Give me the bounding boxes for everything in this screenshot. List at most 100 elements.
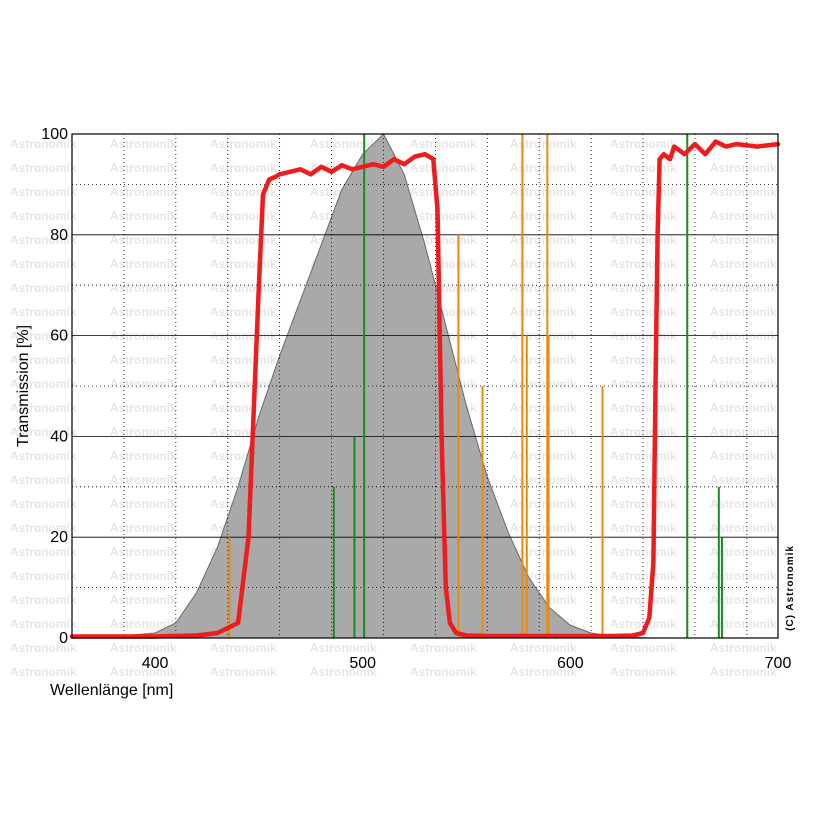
- watermark-text: Astronomik: [710, 233, 777, 247]
- watermark-text: Astronomik: [110, 185, 177, 199]
- watermark-text: Astronomik: [10, 497, 77, 511]
- watermark-text: Astronomik: [710, 617, 777, 631]
- watermark-text: Astronomik: [610, 377, 677, 391]
- watermark-text: Astronomik: [10, 425, 77, 439]
- watermark-text: Astronomik: [610, 161, 677, 175]
- watermark-text: Astronomik: [110, 401, 177, 415]
- watermark-text: Astronomik: [110, 281, 177, 295]
- watermark-text: Astronomik: [10, 377, 77, 391]
- watermark-text: Astronomik: [510, 521, 577, 535]
- watermark-text: Astronomik: [610, 569, 677, 583]
- watermark-text: Astronomik: [210, 665, 277, 679]
- watermark-text: Astronomik: [10, 209, 77, 223]
- watermark-text: Astronomik: [710, 401, 777, 415]
- watermark-text: Astronomik: [610, 593, 677, 607]
- watermark-text: Astronomik: [210, 257, 277, 271]
- watermark-text: Astronomik: [510, 449, 577, 463]
- watermark-text: Astronomik: [510, 305, 577, 319]
- watermark-text: Astronomik: [510, 161, 577, 175]
- spectral-lines-layer: [228, 134, 723, 638]
- watermark-text: Astronomik: [710, 161, 777, 175]
- watermark-text: Astronomik: [310, 665, 377, 679]
- watermark-text: Astronomik: [510, 377, 577, 391]
- watermark-text: Astronomik: [10, 617, 77, 631]
- watermark-text: Astronomik: [110, 233, 177, 247]
- watermark-text: Astronomik: [10, 665, 77, 679]
- watermark-text: Astronomik: [610, 233, 677, 247]
- watermark-text: Astronomik: [210, 641, 277, 655]
- watermark-text: Astronomik: [610, 473, 677, 487]
- watermark-text: Astronomik: [110, 641, 177, 655]
- watermark-text: Astronomik: [10, 449, 77, 463]
- tick-labels-layer: 0 20 40 60 80 100 400 500 600 700: [41, 126, 791, 672]
- watermark-text: Astronomik: [410, 641, 477, 655]
- watermark-text: Astronomik: [310, 641, 377, 655]
- watermark-text: Astronomik: [110, 569, 177, 583]
- watermark-text: Astronomik: [610, 641, 677, 655]
- watermark-text: Astronomik: [410, 209, 477, 223]
- watermark-text: Astronomik: [610, 497, 677, 511]
- watermark-text: Astronomik: [510, 473, 577, 487]
- watermark-text: Astronomik: [110, 137, 177, 151]
- y-tick-label: 20: [50, 529, 68, 546]
- watermark-text: Astronomik: [110, 353, 177, 367]
- watermark-text: Astronomik: [610, 425, 677, 439]
- watermark-text: Astronomik: [610, 257, 677, 271]
- watermark-text: Astronomik: [210, 281, 277, 295]
- watermark-text: Astronomik: [710, 281, 777, 295]
- watermark-text: Astronomik: [510, 545, 577, 559]
- watermark-text: Astronomik: [210, 185, 277, 199]
- x-tick-label: 500: [349, 655, 376, 672]
- watermark-text: Astronomik: [510, 233, 577, 247]
- x-tick-label: 600: [557, 655, 584, 672]
- watermark-text: Astronomik: [510, 425, 577, 439]
- watermark-text: Astronomik: [10, 281, 77, 295]
- filter-curve-layer: [69, 139, 781, 639]
- watermark-text: Astronomik: [610, 545, 677, 559]
- watermark-text: Astronomik: [10, 185, 77, 199]
- watermark-text: Astronomik: [110, 617, 177, 631]
- y-tick-label: 0: [59, 630, 68, 647]
- watermark-text: Astronomik: [110, 377, 177, 391]
- watermark-text: Astronomik: [110, 449, 177, 463]
- watermark-text: Astronomik: [610, 305, 677, 319]
- watermark-text: Astronomik: [10, 473, 77, 487]
- watermark-text: Astronomik: [610, 209, 677, 223]
- y-tick-label: 80: [50, 227, 68, 244]
- watermark-text: Astronomik: [510, 185, 577, 199]
- watermark-text: Astronomik: [410, 233, 477, 247]
- watermark-text: Astronomik: [710, 521, 777, 535]
- watermark-text: Astronomik: [10, 353, 77, 367]
- y-tick-label: 100: [41, 126, 68, 143]
- watermark-text: Astronomik: [510, 257, 577, 271]
- watermark-text: Astronomik: [10, 161, 77, 175]
- watermark-text: Astronomik: [10, 545, 77, 559]
- watermark-text: Astronomik: [410, 137, 477, 151]
- watermark-text: Astronomik: [110, 161, 177, 175]
- watermark-text: Astronomik: [10, 257, 77, 271]
- watermark-text: Astronomik: [210, 209, 277, 223]
- watermark-text: Astronomik: [510, 401, 577, 415]
- watermark-text: Astronomik: [610, 185, 677, 199]
- watermark-text: Astronomik: [610, 281, 677, 295]
- watermark-text: Astronomik: [610, 521, 677, 535]
- watermark-text: Astronomik: [710, 473, 777, 487]
- watermark-text: Astronomik: [110, 521, 177, 535]
- watermark-text: Astronomik: [510, 497, 577, 511]
- x-axis-label: Wellenlänge [nm]: [50, 682, 173, 699]
- watermark-text: Astronomik: [10, 569, 77, 583]
- watermark-text: Astronomik: [710, 497, 777, 511]
- watermark-text: Astronomik: [110, 209, 177, 223]
- plot-frame: [71, 133, 779, 639]
- watermark-text: Astronomik: [110, 305, 177, 319]
- watermark-text: Astronomik: [510, 665, 577, 679]
- watermark-text: Astronomik: [710, 377, 777, 391]
- y-tick-label: 40: [50, 428, 68, 445]
- watermark-text: Astronomik: [210, 377, 277, 391]
- watermark-text: Astronomik: [710, 665, 777, 679]
- watermark-text: Astronomik: [610, 401, 677, 415]
- watermark-text: Astronomik: [110, 473, 177, 487]
- watermark-text: Astronomik: [110, 497, 177, 511]
- watermark-text: Astronomik: [10, 521, 77, 535]
- watermark-text: Astronomik: [710, 209, 777, 223]
